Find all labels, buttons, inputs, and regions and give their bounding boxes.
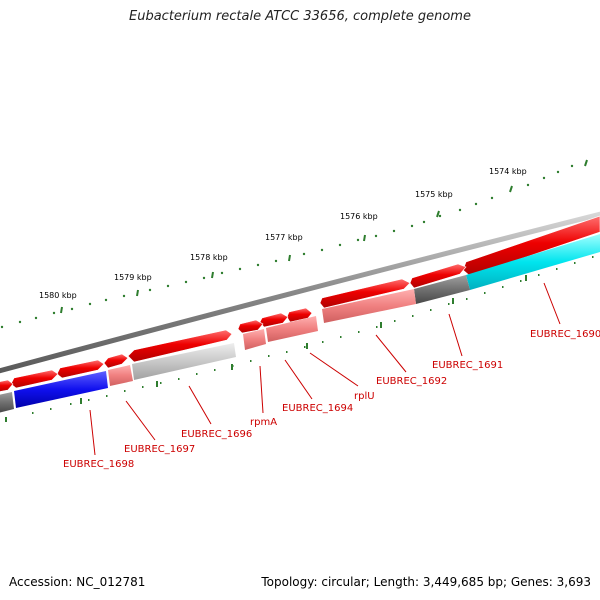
gene-EUBREC_1697-arrow [103,353,129,369]
gene-label-rplU: rplU [354,391,375,402]
cog-lightgray-segment [132,343,236,380]
gene-EUBREC_1692-arrow [319,278,411,309]
gene-label-rpmA: rpmA [250,417,277,428]
scale-label-1577: 1577 kbp [265,233,303,242]
gene-upstream-b-arrow [0,379,14,392]
scale-ticks-outer [0,164,574,329]
scale-label-1579: 1579 kbp [114,273,152,282]
gene-labels: EUBREC_1690 EUBREC_1691 EUBREC_1692 rplU… [63,329,600,470]
genome-summary-text: Topology: circular; Length: 3,449,685 bp… [261,575,591,589]
scale-ticks-inner [5,256,594,422]
scale-label-1580: 1580 kbp [39,291,77,300]
gene-leader-lines [89,282,561,456]
scale-major-ticks [60,159,588,314]
cog-pink-rpmA-segment [243,329,266,350]
scale-label-1574: 1574 kbp [489,167,527,176]
cog-blue-segment [14,371,108,408]
gene-label-EUBREC_1697: EUBREC_1697 [124,444,195,455]
accession-text: Accession: NC_012781 [9,575,146,589]
cog-cyan-segment [466,234,600,290]
cog-pink-1692-segment [322,289,416,323]
forward-strand-genes [0,215,600,392]
gene-label-EUBREC_1694: EUBREC_1694 [282,403,353,414]
genome-backbone [0,211,600,374]
scale-labels: 1574 kbp 1575 kbp 1576 kbp 1577 kbp 1578… [39,167,527,300]
cog-darkgray-segment [414,275,470,304]
scale-label-1575: 1575 kbp [415,190,453,199]
gene-label-EUBREC_1692: EUBREC_1692 [376,376,447,387]
gene-EUBREC_1696-arrow [127,329,233,363]
map-title: Eubacterium rectale ATCC 33656, complete… [129,9,471,24]
cog-darkgray-edge-segment [0,392,14,413]
cog-pink-1697-segment [108,365,133,386]
scale-label-1576: 1576 kbp [340,212,378,221]
scale-label-1578: 1578 kbp [190,253,228,262]
cog-pink-rplU-segment [266,316,318,342]
cog-band [0,234,600,413]
gene-rpmA-arrow [237,319,264,334]
gene-label-EUBREC_1690: EUBREC_1690 [530,329,600,340]
gene-label-EUBREC_1691: EUBREC_1691 [432,360,503,371]
gene-label-EUBREC_1696: EUBREC_1696 [181,429,252,440]
gene-label-EUBREC_1698: EUBREC_1698 [63,459,134,470]
